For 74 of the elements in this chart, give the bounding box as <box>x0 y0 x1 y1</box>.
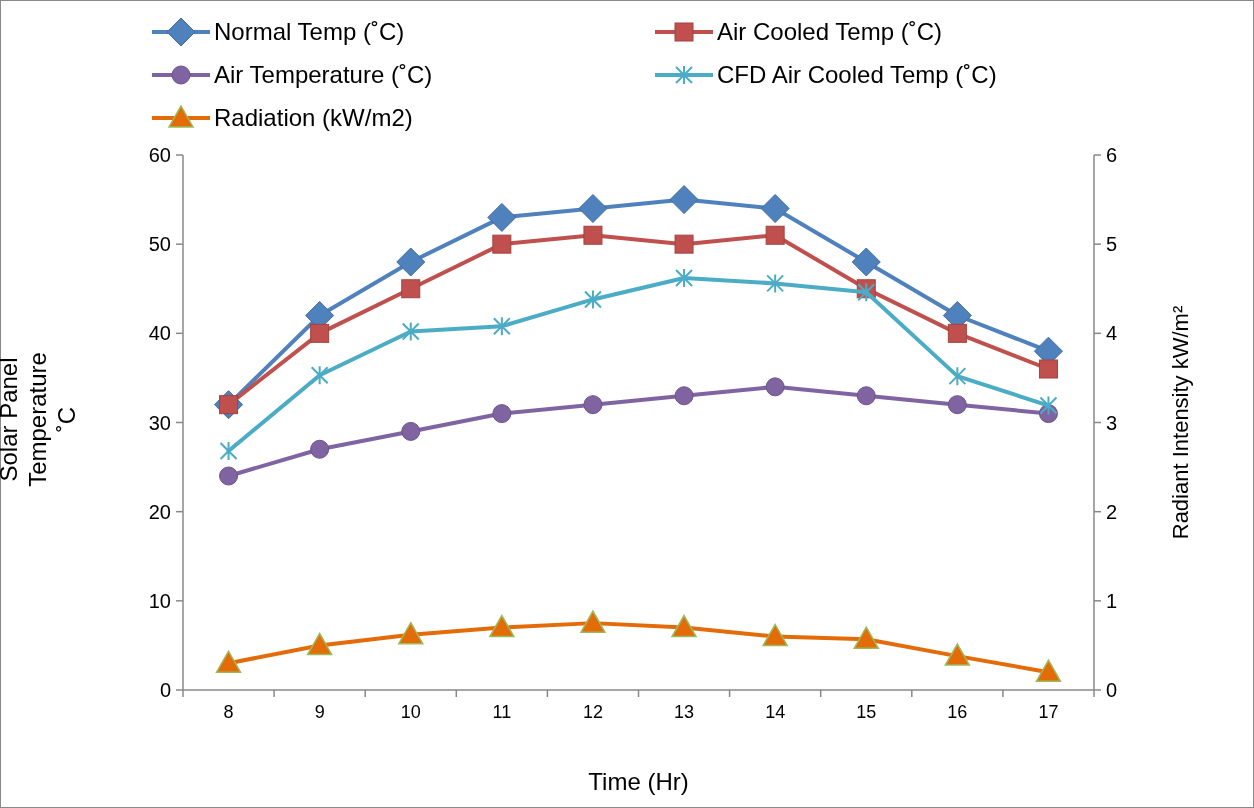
point <box>856 386 876 406</box>
legend-label: Radiation (kW/m2) <box>214 104 413 132</box>
point <box>583 395 603 415</box>
y2-tick-label: 1 <box>1106 589 1118 612</box>
point <box>948 366 967 387</box>
legend-label: Air Cooled Temp (˚C) <box>717 18 942 46</box>
x-tick-label: 8 <box>223 702 234 722</box>
point <box>1039 395 1058 416</box>
point <box>492 404 512 424</box>
x-tick-label: 13 <box>674 702 695 722</box>
point <box>398 621 424 645</box>
point <box>310 439 330 459</box>
point <box>765 225 785 245</box>
y-tick-label: 20 <box>148 500 171 523</box>
point <box>492 234 512 254</box>
point <box>489 614 515 638</box>
y2-tick-label: 3 <box>1106 411 1118 434</box>
x-tick-label: 11 <box>492 702 512 722</box>
y2-tick-label: 5 <box>1106 233 1118 256</box>
point <box>674 234 694 254</box>
point <box>401 421 421 441</box>
y-tick-label: 30 <box>148 411 171 434</box>
point <box>762 623 788 647</box>
point <box>947 395 967 415</box>
y-tick-label: 60 <box>148 144 171 166</box>
point <box>944 643 971 666</box>
point <box>310 365 329 386</box>
point <box>310 323 330 343</box>
y-tick-label: 50 <box>148 233 171 256</box>
point <box>580 610 606 633</box>
x-tick-label: 9 <box>314 702 325 722</box>
y-tick-label: 0 <box>159 679 171 701</box>
point <box>765 377 785 397</box>
point <box>306 632 333 656</box>
legend-label: CFD Air Cooled Temp (˚C) <box>717 61 997 89</box>
x-tick-label: 17 <box>1038 702 1059 722</box>
point <box>674 386 694 406</box>
point <box>766 273 785 294</box>
point <box>492 316 511 337</box>
point <box>675 268 694 289</box>
legend-label: Air Temperature (˚C) <box>214 61 433 89</box>
point <box>669 185 699 215</box>
point <box>671 614 697 638</box>
y-tick-label: 40 <box>148 322 171 345</box>
point <box>578 194 608 223</box>
y2-tick-label: 2 <box>1106 500 1118 523</box>
point <box>215 650 242 673</box>
y2-tick-label: 6 <box>1106 144 1118 166</box>
point <box>219 441 238 462</box>
point <box>851 247 881 277</box>
point <box>583 225 603 245</box>
point <box>760 194 790 223</box>
y2-tick-label: 0 <box>1106 679 1118 701</box>
x-tick-label: 12 <box>582 702 603 722</box>
y-tick-label: 10 <box>148 589 171 612</box>
x-axis-title: Time (Hr) <box>588 768 689 795</box>
x-tick-label: 15 <box>856 702 877 722</box>
point <box>1038 359 1058 379</box>
point <box>583 289 602 310</box>
y-axis-title: Solar Panel Temperature ˚C <box>0 352 80 487</box>
x-tick-label: 10 <box>400 702 421 722</box>
y2-tick-label: 4 <box>1106 322 1118 345</box>
point <box>947 323 967 343</box>
point <box>401 321 420 342</box>
point <box>853 626 879 649</box>
point <box>401 279 421 299</box>
x-tick-label: 14 <box>765 702 786 722</box>
point <box>487 202 517 232</box>
legend-label: Normal Temp (˚C) <box>214 18 405 46</box>
point <box>219 466 239 486</box>
y2-axis-title: Radiant Intensity kW/m² <box>1168 305 1193 540</box>
x-tick-label: 16 <box>947 702 968 722</box>
point <box>1035 659 1062 682</box>
point <box>396 247 426 277</box>
